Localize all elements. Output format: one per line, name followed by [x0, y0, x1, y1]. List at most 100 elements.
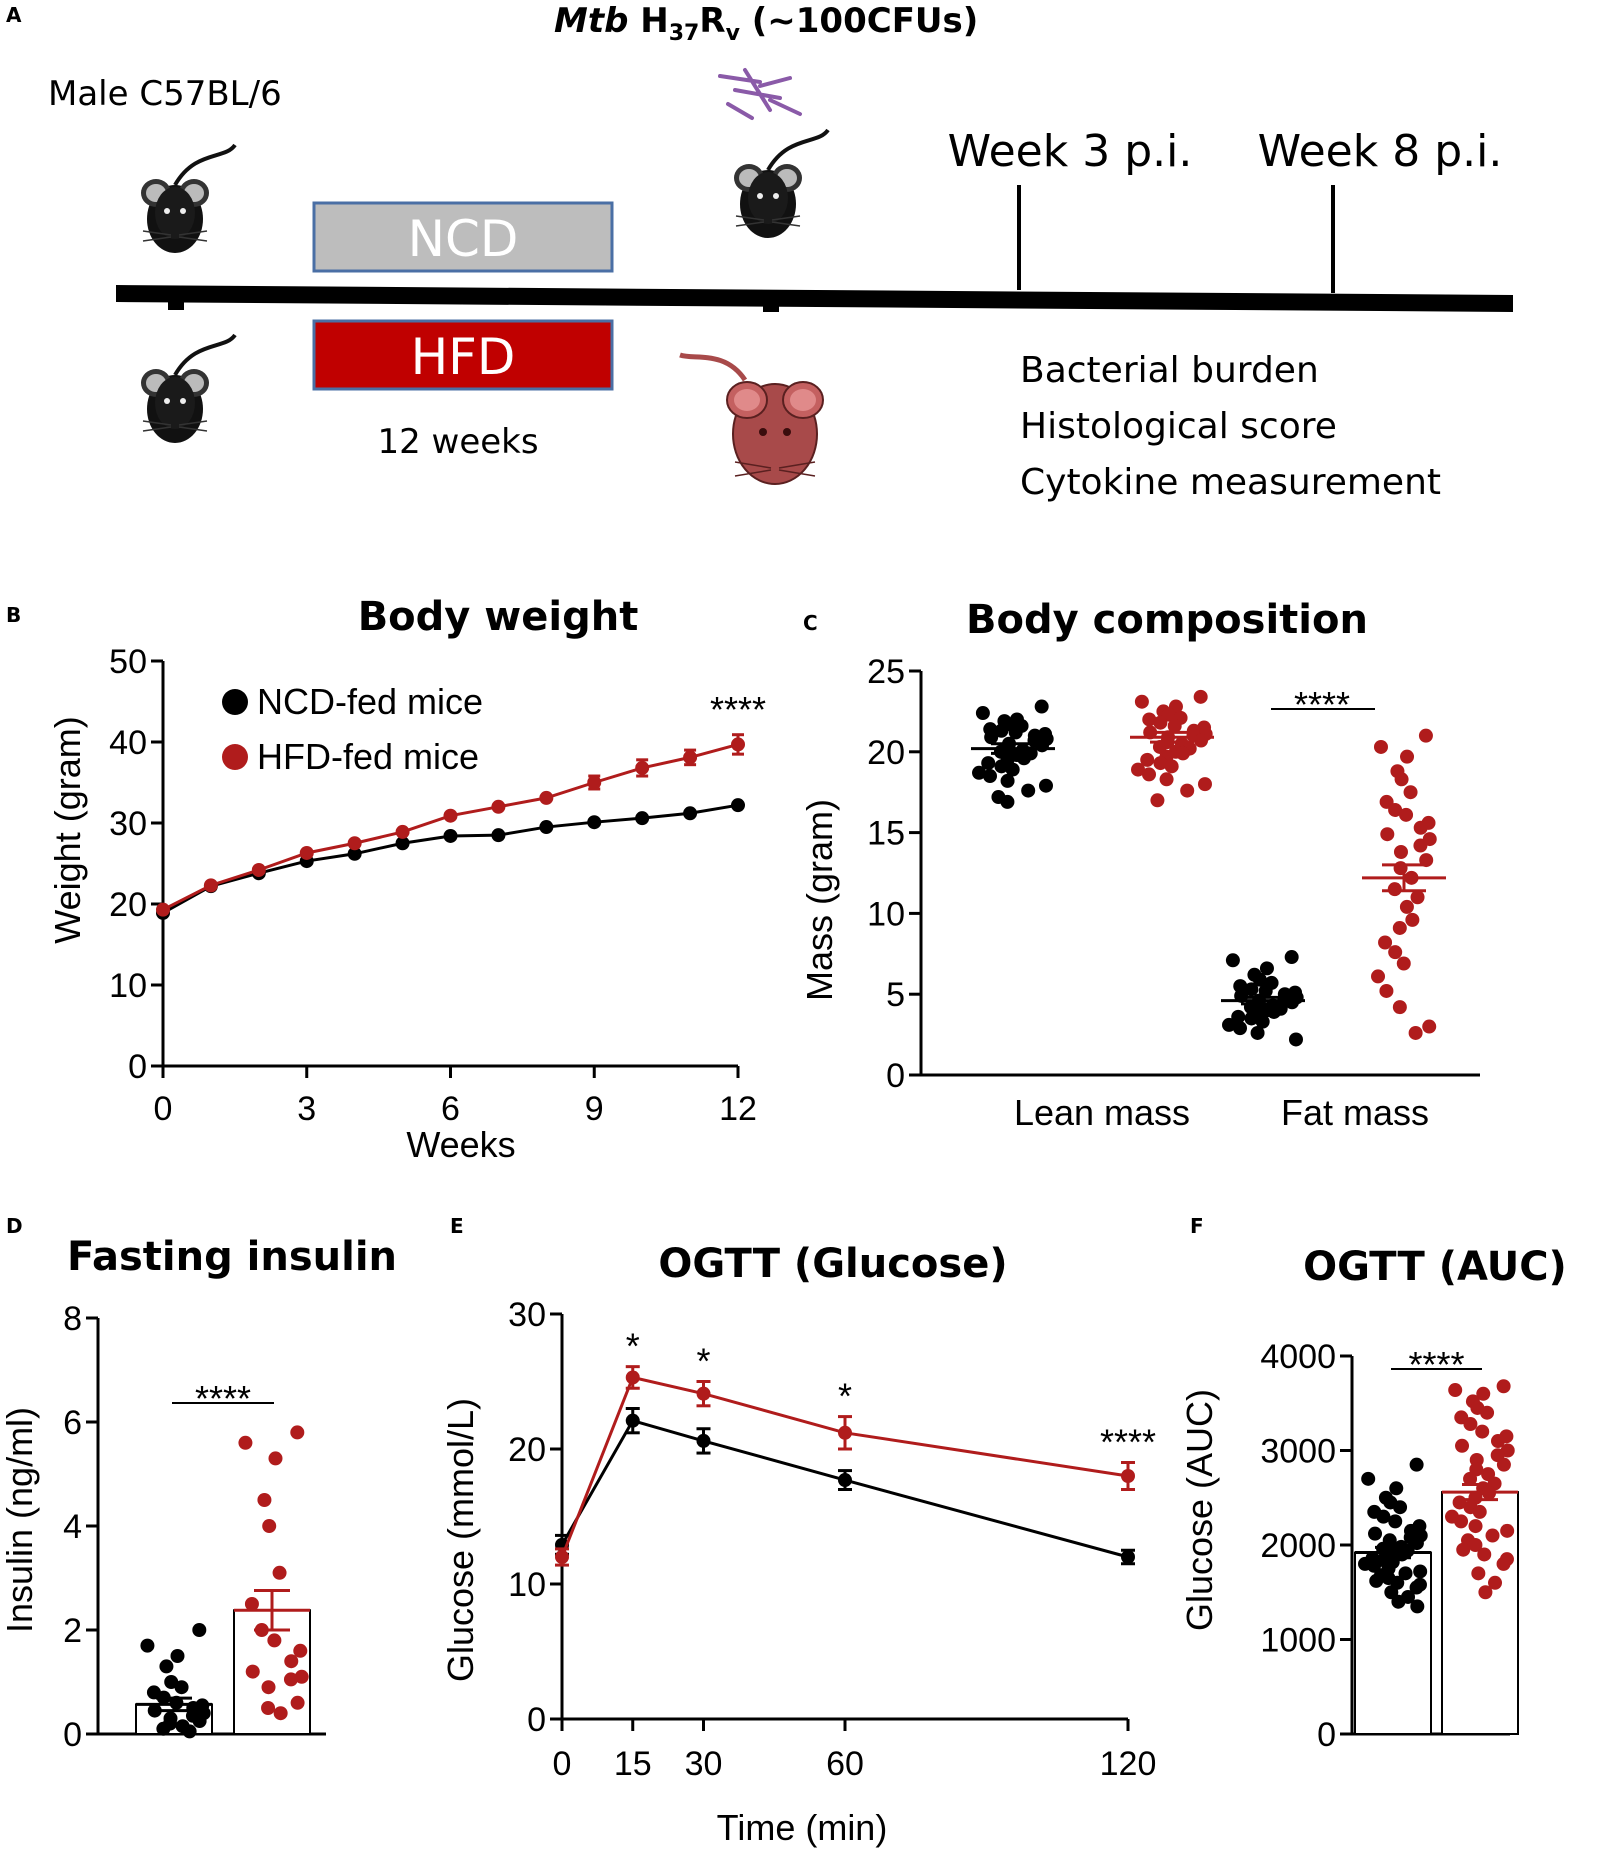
data-point — [1485, 1528, 1500, 1543]
data-point — [994, 759, 1009, 774]
data-point — [267, 1633, 282, 1648]
tick-label: 12 — [719, 1090, 757, 1128]
plot-area: **** — [1354, 1344, 1519, 1736]
week8-label: Week 8 p.i. — [1258, 126, 1503, 177]
readout-item: Histological score — [1020, 406, 1337, 447]
duration-label: 12 weeks — [377, 422, 538, 462]
chart-title: Fasting insulin — [67, 1234, 397, 1280]
mouse-black-icon — [139, 333, 237, 445]
data-point — [1150, 793, 1165, 808]
timeline-tick — [763, 302, 779, 312]
data-point — [283, 1672, 298, 1687]
data-point — [170, 1649, 185, 1663]
chart-title: Body composition — [966, 597, 1368, 643]
data-point — [1480, 1405, 1495, 1420]
data-point — [290, 1425, 305, 1440]
y-axis-label: Glucose (mmol/L) — [440, 1398, 481, 1682]
panel-letter-d: D — [6, 1214, 23, 1238]
data-point — [1008, 725, 1023, 740]
data-point — [395, 836, 410, 851]
data-point — [587, 815, 602, 830]
data-point — [1376, 1509, 1391, 1524]
mouse-black-icon — [139, 143, 237, 255]
data-point — [192, 1714, 207, 1728]
tick-label: 0 — [63, 1716, 82, 1754]
hfd-box — [312, 319, 614, 391]
bacteria-icon — [718, 68, 802, 120]
tick-label: 2 — [63, 1612, 82, 1650]
data-point — [1285, 995, 1300, 1010]
data-point — [981, 756, 996, 771]
tick-label: 15 — [614, 1745, 652, 1783]
data-point — [1005, 762, 1020, 777]
tick-label: 2000 — [1260, 1527, 1336, 1565]
tick-label: 10 — [867, 895, 905, 933]
data-point — [1409, 1457, 1424, 1472]
data-point — [539, 790, 554, 805]
panel-letter-b: B — [6, 603, 21, 627]
tick-label: 1000 — [1260, 1622, 1336, 1660]
tick-label: 0 — [553, 1745, 572, 1783]
data-point — [347, 846, 362, 861]
data-point — [1448, 1383, 1463, 1398]
data-point — [147, 1703, 162, 1718]
data-point — [1233, 1021, 1248, 1036]
data-point — [1164, 759, 1179, 774]
legend-label: HFD-fed mice — [257, 736, 479, 777]
data-point — [268, 1451, 283, 1466]
data-point — [587, 775, 602, 790]
data-point — [1391, 1594, 1406, 1609]
data-point — [539, 820, 554, 835]
data-point — [491, 799, 506, 814]
data-point — [1475, 1424, 1490, 1439]
data-point — [347, 836, 362, 851]
chart-title: OGTT (Glucose) — [658, 1241, 1007, 1287]
data-point — [972, 765, 987, 780]
data-point — [182, 1724, 197, 1739]
data-point — [1478, 1585, 1493, 1600]
data-point — [1252, 972, 1267, 987]
data-point — [994, 723, 1009, 738]
data-point — [1244, 1011, 1259, 1026]
timeline-bar — [116, 285, 1513, 312]
data-point — [293, 1643, 308, 1658]
data-point — [1035, 738, 1050, 753]
tick-label: 50 — [109, 643, 147, 681]
data-point — [257, 1493, 272, 1507]
tick-label: 3000 — [1260, 1433, 1336, 1471]
data-point — [1222, 1017, 1237, 1032]
data-point — [443, 828, 458, 843]
plot-area: **** — [135, 1378, 311, 1739]
data-point — [838, 1425, 852, 1440]
data-point — [1197, 777, 1212, 792]
data-point — [1399, 899, 1414, 914]
data-point — [1387, 882, 1402, 897]
data-point — [1422, 1019, 1437, 1034]
data-point — [1388, 802, 1403, 817]
data-point — [1399, 807, 1414, 822]
data-point — [1405, 912, 1420, 927]
data-point — [1455, 1438, 1470, 1453]
panel-e: E OGTT (Glucose) Glucose (mmol/L) Time (… — [440, 1214, 1156, 1848]
significance-marker: **** — [1100, 1422, 1156, 1463]
tick-label: 0 — [886, 1057, 905, 1095]
tick-label: 25 — [867, 653, 905, 691]
data-point — [1410, 1599, 1425, 1614]
data-point — [1231, 1009, 1246, 1024]
plot-area: * ****** — [555, 1326, 1156, 1567]
timeline-tick — [168, 300, 184, 310]
tick-label: 30 — [508, 1296, 546, 1334]
data-point — [1463, 1471, 1478, 1486]
data-point — [272, 1565, 287, 1580]
data-point — [1379, 983, 1394, 998]
readout-item: Bacterial burden — [1020, 350, 1319, 391]
ncd-box-label: NCD — [408, 210, 519, 268]
data-point — [1496, 1457, 1511, 1472]
panel-letter-e: E — [450, 1214, 464, 1238]
data-point — [1153, 756, 1168, 771]
data-point — [244, 1597, 259, 1611]
data-point — [443, 808, 458, 823]
data-point — [164, 1675, 179, 1689]
axes: 0 10 20 30 40 50 0 3 6 9 12 — [109, 643, 757, 1128]
data-point — [1389, 1481, 1404, 1496]
